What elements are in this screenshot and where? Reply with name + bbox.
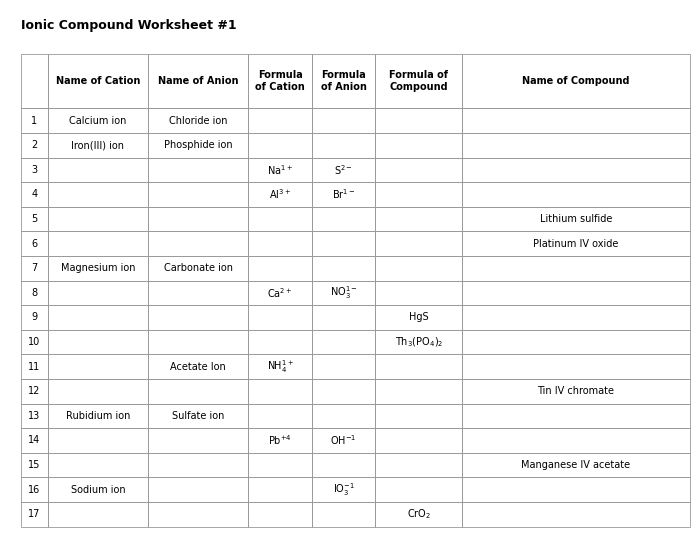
Text: 5: 5 <box>32 214 38 224</box>
Text: 9: 9 <box>32 313 37 322</box>
Text: S$^{2-}$: S$^{2-}$ <box>334 163 353 177</box>
Text: NH$_4^{1+}$: NH$_4^{1+}$ <box>267 358 293 375</box>
Text: 4: 4 <box>32 190 37 199</box>
Text: 13: 13 <box>28 411 41 421</box>
Text: Sodium ion: Sodium ion <box>71 484 125 495</box>
Text: Ca$^{2+}$: Ca$^{2+}$ <box>267 286 293 300</box>
Text: IO$_3^{-1}$: IO$_3^{-1}$ <box>332 481 354 498</box>
Text: Lithium sulfide: Lithium sulfide <box>540 214 612 224</box>
Text: Na$^{1+}$: Na$^{1+}$ <box>267 163 293 177</box>
Text: 1: 1 <box>32 116 37 126</box>
Text: Sulfate ion: Sulfate ion <box>172 411 224 421</box>
Text: Chloride ion: Chloride ion <box>169 116 228 126</box>
Text: 16: 16 <box>28 484 41 495</box>
Text: Carbonate ion: Carbonate ion <box>164 263 232 273</box>
Text: 12: 12 <box>28 386 41 396</box>
Text: Name of Compound: Name of Compound <box>522 76 629 86</box>
Text: Th$_3$(PO$_4$)$_2$: Th$_3$(PO$_4$)$_2$ <box>395 335 443 349</box>
Text: Pb$^{+4}$: Pb$^{+4}$ <box>268 434 292 447</box>
Text: 11: 11 <box>28 362 41 372</box>
Text: Calcium ion: Calcium ion <box>69 116 127 126</box>
Text: 17: 17 <box>28 509 41 519</box>
Text: Al$^{3+}$: Al$^{3+}$ <box>269 187 291 201</box>
Text: Formula
of Anion: Formula of Anion <box>321 70 367 92</box>
Text: Tin IV chromate: Tin IV chromate <box>538 386 615 396</box>
Text: 14: 14 <box>28 435 41 445</box>
Text: Name of Anion: Name of Anion <box>158 76 239 86</box>
Text: Phosphide ion: Phosphide ion <box>164 140 232 150</box>
Text: Magnesium ion: Magnesium ion <box>61 263 135 273</box>
Text: Formula
of Cation: Formula of Cation <box>256 70 305 92</box>
Text: 15: 15 <box>28 460 41 470</box>
Text: CrO$_2$: CrO$_2$ <box>407 507 430 521</box>
Text: Manganese IV acetate: Manganese IV acetate <box>522 460 631 470</box>
Text: Iron(III) ion: Iron(III) ion <box>71 140 125 150</box>
Text: HgS: HgS <box>409 313 428 322</box>
Text: OH$^{-1}$: OH$^{-1}$ <box>330 434 357 447</box>
Text: Platinum IV oxide: Platinum IV oxide <box>533 239 619 248</box>
Text: 7: 7 <box>32 263 38 273</box>
Text: 3: 3 <box>32 165 37 175</box>
Text: 8: 8 <box>32 288 37 298</box>
Text: 6: 6 <box>32 239 37 248</box>
Text: 10: 10 <box>28 337 41 347</box>
Text: Acetate Ion: Acetate Ion <box>170 362 226 372</box>
Text: Br$^{1-}$: Br$^{1-}$ <box>332 187 356 201</box>
Text: NO$_3^{1-}$: NO$_3^{1-}$ <box>330 285 358 301</box>
Text: Name of Cation: Name of Cation <box>56 76 140 86</box>
Text: Formula of
Compound: Formula of Compound <box>389 70 448 92</box>
Text: Rubidium ion: Rubidium ion <box>66 411 130 421</box>
Text: 2: 2 <box>32 140 38 150</box>
Text: Ionic Compound Worksheet #1: Ionic Compound Worksheet #1 <box>21 19 237 32</box>
